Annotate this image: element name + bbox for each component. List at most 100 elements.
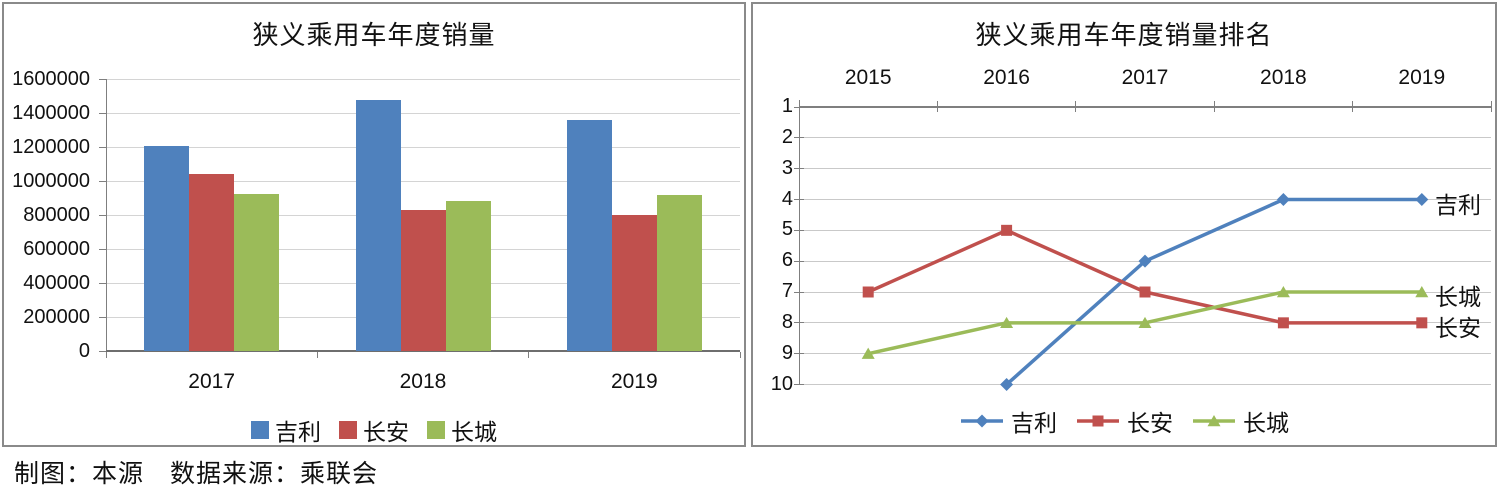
rank-tick-label: 8 [781, 310, 793, 333]
legend-label: 长安 [1127, 410, 1173, 436]
top-axis-tick [1352, 101, 1354, 112]
legend-line-marker-icon [1193, 415, 1235, 427]
legend-item-长安: 长安 [339, 413, 409, 447]
line-长安 [867, 228, 1422, 325]
y-gridline [106, 180, 740, 182]
rank-gridline [799, 199, 1491, 200]
legend-line-marker-icon [961, 414, 1003, 428]
y-axis-tick [99, 78, 106, 80]
bar-chart-title: 狭义乘用车年度销量 [252, 20, 496, 50]
y-gridline [106, 146, 740, 148]
legend-label: 长城 [1243, 410, 1289, 436]
top-axis-tick [936, 101, 938, 112]
y-axis-tick-label: 400000 [23, 272, 90, 294]
y-axis-tick [99, 146, 106, 148]
y-axis-tick-label: 1400000 [12, 102, 90, 124]
rank-tick-label: 1 [781, 95, 793, 117]
x-axis-tick [739, 352, 741, 358]
bar-长城-2017 [234, 193, 280, 351]
bar-长安-2019 [611, 215, 657, 351]
marker-square-长安 [862, 286, 874, 298]
y-axis-tick-label: 1200000 [12, 136, 90, 158]
rank-gridline [799, 353, 1491, 355]
legend-item-长安: 长安 [1075, 404, 1173, 438]
x-axis-year-label: 2015 [844, 66, 892, 89]
rank-tick-label: 3 [781, 156, 793, 179]
rank-gridline [799, 168, 1491, 170]
rank-gridline [799, 137, 1491, 139]
rank-gridline [799, 384, 1491, 385]
top-axis-tick [1075, 101, 1077, 112]
bar-吉利-2019 [566, 119, 612, 351]
y-axis-tick [99, 282, 106, 284]
bar-chart-legend: 吉利 长安 长城 [4, 412, 744, 448]
y-axis-tick [99, 248, 106, 250]
line-series-canvas [861, 193, 1429, 391]
rank-tick-label: 6 [781, 249, 793, 272]
x-axis-category-label: 2017 [188, 370, 236, 393]
legend-label: 长城 [451, 419, 497, 445]
marker-square-长安 [1416, 317, 1428, 329]
marker-triangle-长城 [1415, 286, 1429, 298]
annual-ranking-line-chart-panel: 狭义乘用车年度销量排名 2015 2016 2017 2018 2019 1 2 3 4 5 6 7 8… [751, 2, 1497, 447]
marker-diamond-吉利 [1415, 193, 1429, 206]
top-axis-tick [1213, 101, 1215, 112]
top-axis-tick [1490, 101, 1492, 112]
rank-tick-label: 10 [770, 372, 793, 395]
marker-diamond-吉利 [1276, 193, 1290, 206]
legend-item-吉利: 吉利 [959, 404, 1057, 438]
x-axis-tick [316, 352, 318, 358]
x-axis-year-label: 2019 [1398, 66, 1446, 89]
x-axis-line [106, 350, 740, 352]
x-axis-tick [528, 352, 530, 358]
bar-吉利-2018 [355, 100, 401, 351]
legend-item-长城: 长城 [427, 413, 497, 447]
x-axis-tick [105, 352, 107, 358]
legend-swatch-icon [339, 421, 357, 439]
x-axis-category-label: 2018 [399, 370, 447, 393]
rank-tick-label: 5 [781, 218, 793, 241]
marker-triangle-长城 [1276, 286, 1290, 298]
y-axis-tick-label: 1000000 [12, 170, 90, 192]
y-axis-tick [99, 316, 106, 318]
bar-吉利-2017 [144, 146, 190, 351]
bar-长城-2018 [445, 200, 491, 351]
y-axis-tick-label: 1600000 [12, 68, 90, 90]
y-axis-line [106, 79, 107, 351]
x-axis-year-label: 2018 [1260, 66, 1307, 89]
legend-item-吉利: 吉利 [251, 413, 321, 447]
marker-square-长安 [1139, 286, 1151, 298]
y-axis-tick-label: 800000 [23, 204, 90, 226]
x-axis-category-label: 2019 [610, 370, 658, 393]
y-axis-tick-label: 0 [78, 340, 90, 362]
marker-square-长安 [1277, 317, 1289, 329]
marker-triangle-长城 [1138, 316, 1152, 329]
rank-axis-line [799, 100, 800, 385]
annual-sales-bar-chart-panel: 狭义乘用车年度销量 1600000 1400000 1200000 1000000 80… [2, 2, 746, 447]
legend-label: 吉利 [275, 419, 321, 445]
y-axis-tick [99, 350, 106, 352]
rank-tick-label: 7 [781, 280, 793, 302]
legend-line-marker-icon [1077, 415, 1119, 427]
line-chart-legend: 吉利 长安 长城 [753, 404, 1495, 438]
x-axis-year-label: 2016 [983, 66, 1030, 89]
bar-长安-2018 [400, 209, 446, 351]
chart-caption: 制图：本源 数据来源：乘联会 [14, 460, 379, 488]
legend-item-长城: 长城 [1191, 404, 1289, 438]
y-axis-tick-label: 600000 [23, 238, 90, 260]
rank-axis-tick [794, 384, 804, 385]
legend-swatch-icon [427, 421, 445, 439]
x-axis-year-label: 2017 [1121, 66, 1169, 89]
line-chart-title: 狭义乘用车年度销量排名 [975, 20, 1273, 50]
marker-diamond-吉利 [1000, 378, 1014, 391]
series-end-label-长安: 长安 [1435, 314, 1481, 341]
legend-swatch-icon [251, 421, 269, 439]
top-axis-line [799, 106, 1491, 108]
y-gridline [106, 78, 740, 80]
y-axis-tick-label: 200000 [23, 306, 90, 328]
marker-triangle-长城 [861, 347, 875, 359]
series-end-label-吉利: 吉利 [1435, 191, 1481, 218]
rank-tick-label: 9 [781, 341, 793, 364]
rank-tick-label: 4 [781, 187, 793, 210]
legend-label: 长安 [363, 419, 409, 445]
